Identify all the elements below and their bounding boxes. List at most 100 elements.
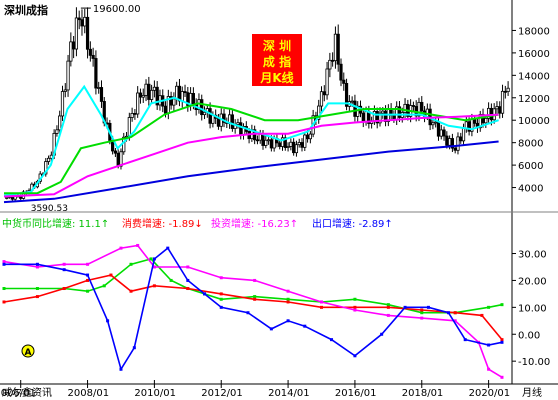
- indicator-point: [35, 295, 39, 299]
- candle-body: [58, 115, 62, 131]
- indicator-tick-label: -10.00: [518, 357, 550, 368]
- candle-body: [322, 91, 326, 96]
- candle-body: [136, 92, 140, 115]
- indicator-point: [129, 289, 133, 293]
- candle-body: [133, 112, 137, 115]
- candle-body: [183, 91, 187, 94]
- candle-body: [74, 17, 79, 50]
- indicator-point: [500, 338, 504, 342]
- indicator-point: [386, 305, 390, 309]
- candle-body: [503, 90, 507, 93]
- candle-body: [420, 101, 424, 112]
- indicator-point: [119, 367, 123, 371]
- candle-body: [461, 127, 466, 142]
- candle-body: [141, 95, 145, 98]
- moving-average-line-1: [3, 84, 499, 197]
- indicator-point: [169, 278, 173, 282]
- indicator-point: [129, 262, 133, 266]
- candle-body: [328, 59, 332, 70]
- candle-body: [331, 59, 335, 62]
- legend-export: 出口增速: -2.89↑: [312, 217, 393, 230]
- candle-body: [63, 89, 67, 92]
- indicator-tick-label: 30.00: [518, 250, 547, 261]
- candle-body: [339, 63, 343, 81]
- candle-body: [66, 60, 70, 91]
- price-tick-label: 8000: [518, 139, 543, 150]
- low-label: 3590.53: [31, 204, 68, 214]
- indicator-point: [330, 338, 334, 342]
- candle-body: [303, 134, 307, 148]
- indicator-point: [500, 340, 504, 344]
- candle-body: [289, 141, 293, 147]
- indicator-point: [219, 297, 223, 301]
- candle-body: [222, 113, 226, 123]
- candle-body: [83, 16, 87, 27]
- candle-body: [208, 108, 212, 124]
- candle-body: [99, 87, 104, 102]
- indicator-point: [186, 287, 190, 291]
- candle-body: [130, 112, 134, 118]
- indicator-point: [453, 311, 457, 315]
- candle-body: [283, 137, 287, 148]
- indicator-panel: [2, 243, 504, 379]
- indicator-point: [386, 313, 390, 317]
- indicator-point: [380, 332, 384, 336]
- candle-body: [266, 139, 271, 142]
- indicator-point: [219, 292, 223, 296]
- indicator-point: [420, 311, 424, 315]
- candle-body: [317, 105, 321, 120]
- candle-body: [500, 90, 505, 114]
- moving-average-line-3: [3, 113, 499, 198]
- candle-body: [439, 129, 443, 137]
- candle-body: [150, 89, 154, 100]
- indicator-point: [320, 305, 323, 309]
- candle-body: [163, 105, 168, 114]
- candle-body: [506, 87, 510, 92]
- indicator-point: [253, 295, 257, 299]
- indicator-point: [303, 324, 307, 328]
- indicator-point: [2, 262, 6, 266]
- indicator-point: [35, 287, 39, 291]
- indicator-point: [2, 287, 6, 291]
- indicator-point: [35, 262, 39, 266]
- indicator-point: [186, 278, 190, 282]
- candle-body: [269, 139, 273, 149]
- price-tick-label: 12000: [518, 94, 550, 105]
- candle-body: [372, 111, 377, 122]
- candle-body: [364, 111, 368, 122]
- indicator-point: [62, 287, 66, 291]
- candle-body: [60, 91, 65, 117]
- indicator-point: [86, 289, 90, 293]
- indicator-point: [403, 305, 407, 309]
- indicator-point: [420, 308, 424, 312]
- candle-body: [5, 197, 9, 199]
- indicator-point: [253, 278, 257, 282]
- time-tick-label: 006/01: [1, 388, 36, 399]
- chart-title: 深圳成指: [4, 3, 48, 17]
- candle-body: [94, 58, 98, 89]
- candle-body: [325, 68, 329, 96]
- candle-body: [336, 33, 340, 65]
- candle-body: [442, 129, 446, 137]
- candle-body: [69, 41, 73, 62]
- candle-body: [297, 142, 301, 146]
- candle-body: [191, 93, 195, 105]
- indicator-point: [186, 265, 190, 269]
- indicator-point: [286, 319, 290, 323]
- indicator-point: [219, 276, 223, 280]
- candle-body: [484, 118, 488, 124]
- candle-body: [361, 112, 365, 122]
- candle-body: [272, 138, 276, 149]
- indicator-point: [119, 246, 123, 250]
- indicator-point: [487, 305, 491, 309]
- candle-body: [286, 145, 290, 148]
- indicator-point: [286, 300, 290, 304]
- candle-body: [378, 112, 382, 124]
- indicator-tick-label: 10.00: [518, 303, 547, 314]
- candle-body: [434, 121, 438, 124]
- peak-label: 19600.00: [93, 4, 141, 15]
- indicator-point: [166, 246, 170, 250]
- time-tick-label: 2010/01: [134, 388, 176, 399]
- candle-body: [44, 161, 48, 175]
